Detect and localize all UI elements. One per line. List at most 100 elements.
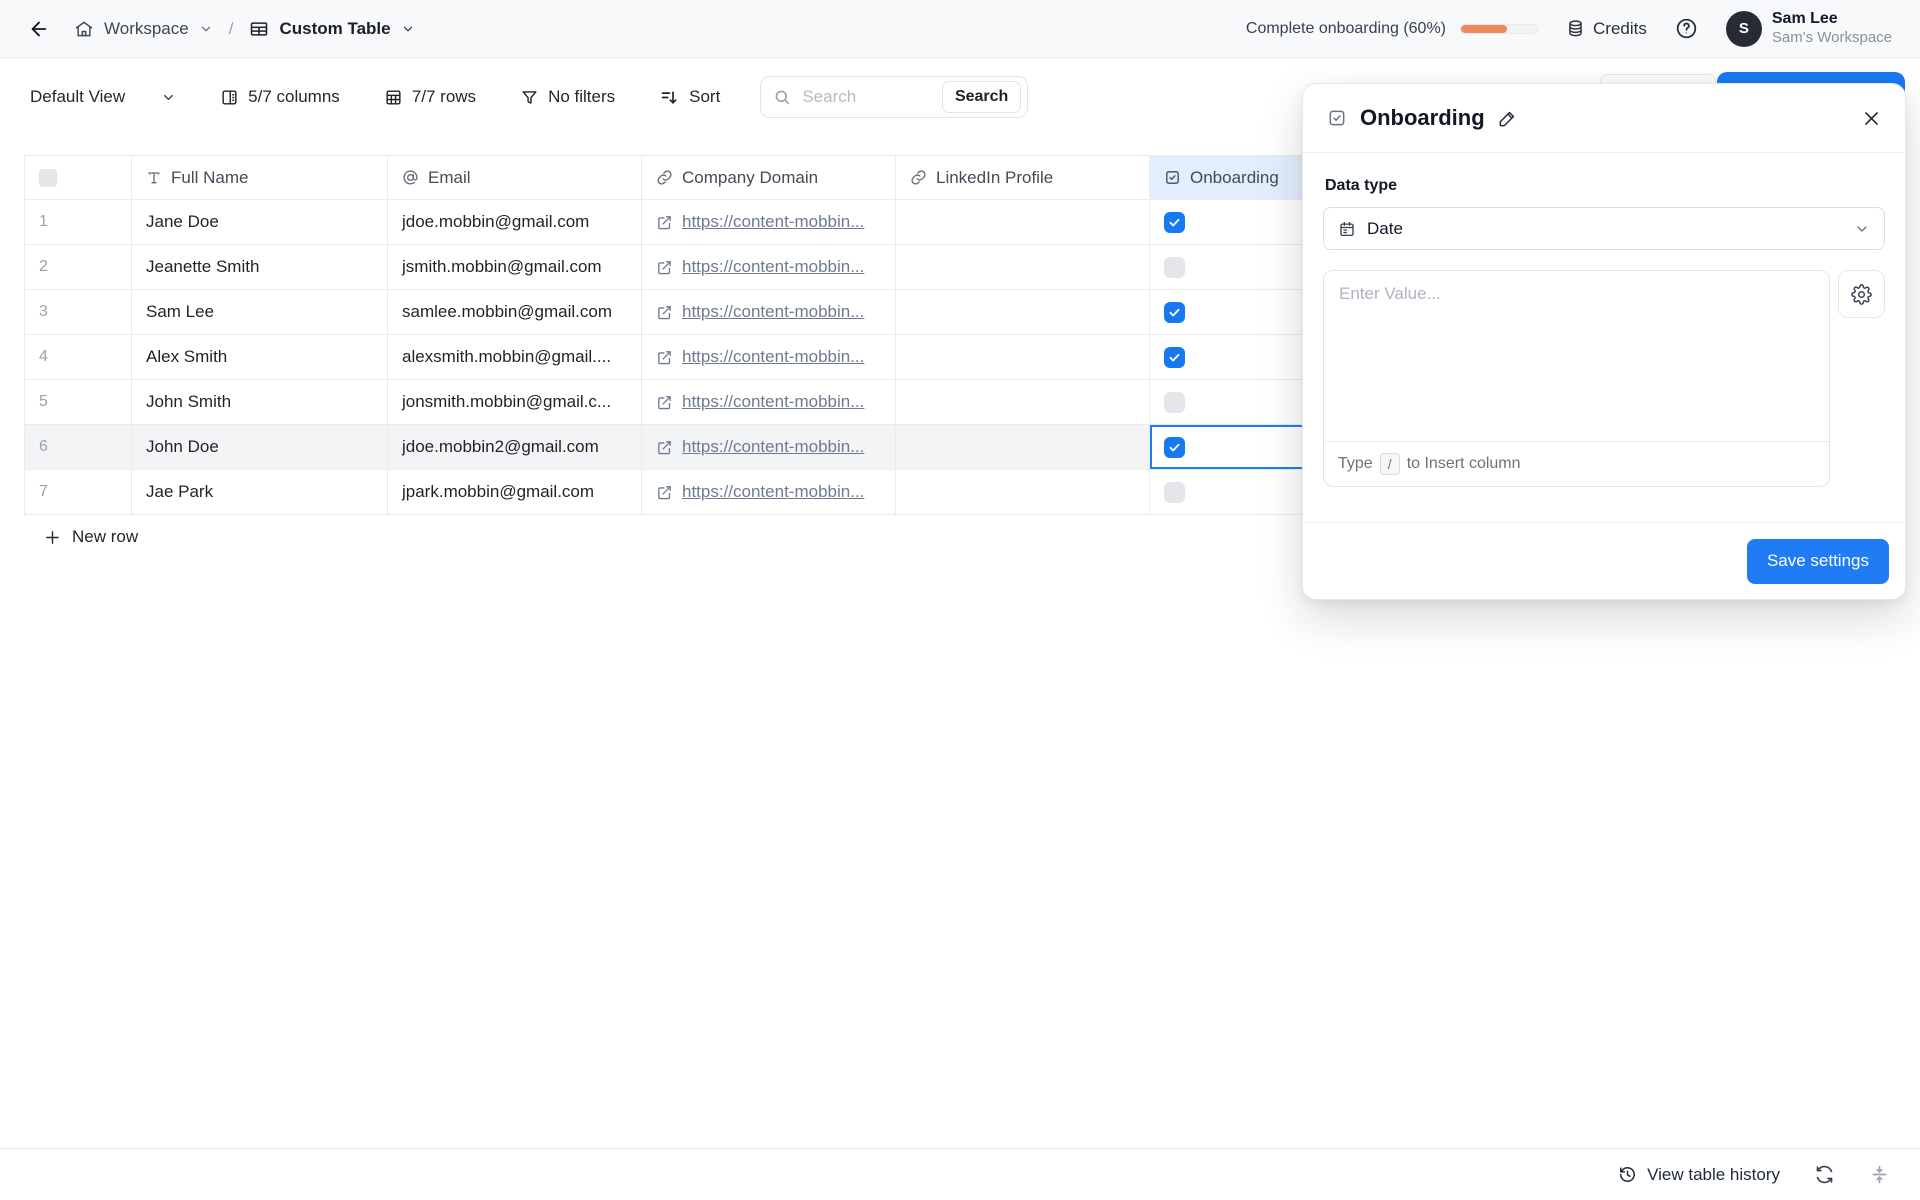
sort-button[interactable]: Sort: [659, 87, 720, 108]
close-panel-button[interactable]: [1862, 109, 1881, 128]
user-menu[interactable]: S Sam Lee Sam's Workspace: [1725, 9, 1892, 48]
full-name-cell[interactable]: Alex Smith: [132, 335, 388, 380]
select-all-checkbox[interactable]: [39, 168, 57, 187]
full-name-cell[interactable]: Jane Doe: [132, 200, 388, 245]
email-cell[interactable]: jonsmith.mobbin@gmail.c...: [388, 380, 642, 425]
email-cell[interactable]: jsmith.mobbin@gmail.com: [388, 245, 642, 290]
row-number-cell[interactable]: 6: [24, 425, 132, 470]
company-domain-cell[interactable]: https://content-mobbin...: [642, 425, 896, 470]
full-name-cell[interactable]: John Doe: [132, 425, 388, 470]
collapse-rows-button[interactable]: [1869, 1164, 1890, 1185]
row-number-cell[interactable]: 1: [24, 200, 132, 245]
select-all-cell[interactable]: [24, 155, 132, 200]
search-button[interactable]: Search: [941, 81, 1022, 113]
company-domain-link[interactable]: https://content-mobbin...: [682, 212, 865, 231]
company-domain-cell[interactable]: https://content-mobbin...: [642, 245, 896, 290]
company-domain-link[interactable]: https://content-mobbin...: [682, 257, 865, 276]
full-name-cell[interactable]: Jeanette Smith: [132, 245, 388, 290]
data-type-select[interactable]: Date: [1323, 207, 1885, 250]
filters-button[interactable]: No filters: [520, 87, 615, 107]
breadcrumb-workspace[interactable]: Workspace: [104, 18, 189, 38]
search-input[interactable]: [802, 87, 932, 107]
full-name-value: Jeanette Smith: [146, 257, 260, 276]
linkedin-cell[interactable]: [896, 245, 1150, 290]
column-header-email[interactable]: Email: [388, 155, 642, 200]
company-domain-cell[interactable]: https://content-mobbin...: [642, 380, 896, 425]
external-link-icon: [656, 304, 673, 321]
chevron-down-icon: [164, 94, 174, 100]
row-number-cell[interactable]: 5: [24, 380, 132, 425]
row-number: 7: [39, 483, 48, 500]
row-number-cell[interactable]: 3: [24, 290, 132, 335]
value-settings-button[interactable]: [1837, 270, 1885, 318]
column-header-label: Full Name: [171, 167, 249, 187]
row-number-cell[interactable]: 4: [24, 335, 132, 380]
view-selector[interactable]: Default View: [30, 87, 176, 107]
breadcrumb-current-table[interactable]: Custom Table: [279, 18, 391, 38]
link-icon: [910, 169, 927, 186]
company-domain-cell[interactable]: https://content-mobbin...: [642, 290, 896, 335]
company-domain-link[interactable]: https://content-mobbin...: [682, 482, 865, 501]
onboarding-checkbox[interactable]: [1164, 436, 1185, 458]
check-icon: [1169, 308, 1180, 316]
column-header-full-name[interactable]: Full Name: [132, 155, 388, 200]
email-cell[interactable]: alexsmith.mobbin@gmail....: [388, 335, 642, 380]
rows-button[interactable]: 7/7 rows: [384, 87, 476, 107]
column-header-company-domain[interactable]: Company Domain: [642, 155, 896, 200]
row-number-cell[interactable]: 7: [24, 470, 132, 515]
onboarding-checkbox[interactable]: [1164, 481, 1185, 503]
home-icon: [74, 19, 94, 39]
columns-button[interactable]: 5/7 columns: [220, 87, 340, 107]
full-name-cell[interactable]: Sam Lee: [132, 290, 388, 335]
hint-prefix: Type: [1338, 455, 1373, 472]
column-header-linkedin-profile[interactable]: LinkedIn Profile: [896, 155, 1150, 200]
close-icon: [1865, 111, 1878, 125]
coins-icon: [1569, 20, 1582, 37]
onboarding-checkbox[interactable]: [1164, 256, 1185, 278]
table-row: 6 John Doe jdoe.mobbin2@gmail.com https:…: [24, 425, 1408, 470]
email-cell[interactable]: jdoe.mobbin2@gmail.com: [388, 425, 642, 470]
onboarding-checkbox[interactable]: [1164, 346, 1185, 368]
linkedin-cell[interactable]: [896, 200, 1150, 245]
full-name-cell[interactable]: John Smith: [132, 380, 388, 425]
credits-button[interactable]: Credits: [1566, 19, 1647, 39]
chevron-down-icon[interactable]: [401, 22, 415, 36]
company-domain-link[interactable]: https://content-mobbin...: [682, 347, 865, 366]
linkedin-cell[interactable]: [896, 335, 1150, 380]
email-cell[interactable]: jdoe.mobbin@gmail.com: [388, 200, 642, 245]
rename-column-button[interactable]: [1498, 109, 1517, 128]
linkedin-cell[interactable]: [896, 380, 1150, 425]
linkedin-cell[interactable]: [896, 290, 1150, 335]
linkedin-cell[interactable]: [896, 470, 1150, 515]
email-value: jdoe.mobbin@gmail.com: [402, 212, 590, 231]
view-table-history-button[interactable]: View table history: [1618, 1165, 1780, 1185]
company-domain-link[interactable]: https://content-mobbin...: [682, 392, 865, 411]
email-cell[interactable]: samlee.mobbin@gmail.com: [388, 290, 642, 335]
chevron-down-icon[interactable]: [199, 22, 213, 36]
back-button[interactable]: [28, 18, 50, 40]
onboarding-checkbox[interactable]: [1164, 211, 1185, 233]
refresh-icon: [1816, 1165, 1833, 1184]
full-name-cell[interactable]: Jae Park: [132, 470, 388, 515]
help-button[interactable]: [1675, 17, 1698, 40]
company-domain-link[interactable]: https://content-mobbin...: [682, 302, 865, 321]
linkedin-cell[interactable]: [896, 425, 1150, 470]
full-name-value: Jane Doe: [146, 212, 219, 231]
value-input[interactable]: [1324, 271, 1829, 441]
new-row-button[interactable]: New row: [44, 527, 138, 547]
company-domain-cell[interactable]: https://content-mobbin...: [642, 335, 896, 380]
refresh-button[interactable]: [1814, 1164, 1835, 1185]
full-name-value: Jae Park: [146, 482, 214, 501]
row-number-cell[interactable]: 2: [24, 245, 132, 290]
company-domain-cell[interactable]: https://content-mobbin...: [642, 470, 896, 515]
company-domain-cell[interactable]: https://content-mobbin...: [642, 200, 896, 245]
company-domain-link[interactable]: https://content-mobbin...: [682, 437, 865, 456]
save-settings-button[interactable]: Save settings: [1746, 538, 1889, 584]
email-cell[interactable]: jpark.mobbin@gmail.com: [388, 470, 642, 515]
avatar[interactable]: S: [1725, 10, 1762, 47]
onboarding-checkbox[interactable]: [1164, 391, 1185, 413]
onboarding-checkbox[interactable]: [1164, 301, 1185, 323]
check-icon: [1169, 218, 1180, 226]
full-name-value: Alex Smith: [146, 347, 228, 366]
insert-column-hint: Type / to Insert column: [1324, 441, 1829, 486]
